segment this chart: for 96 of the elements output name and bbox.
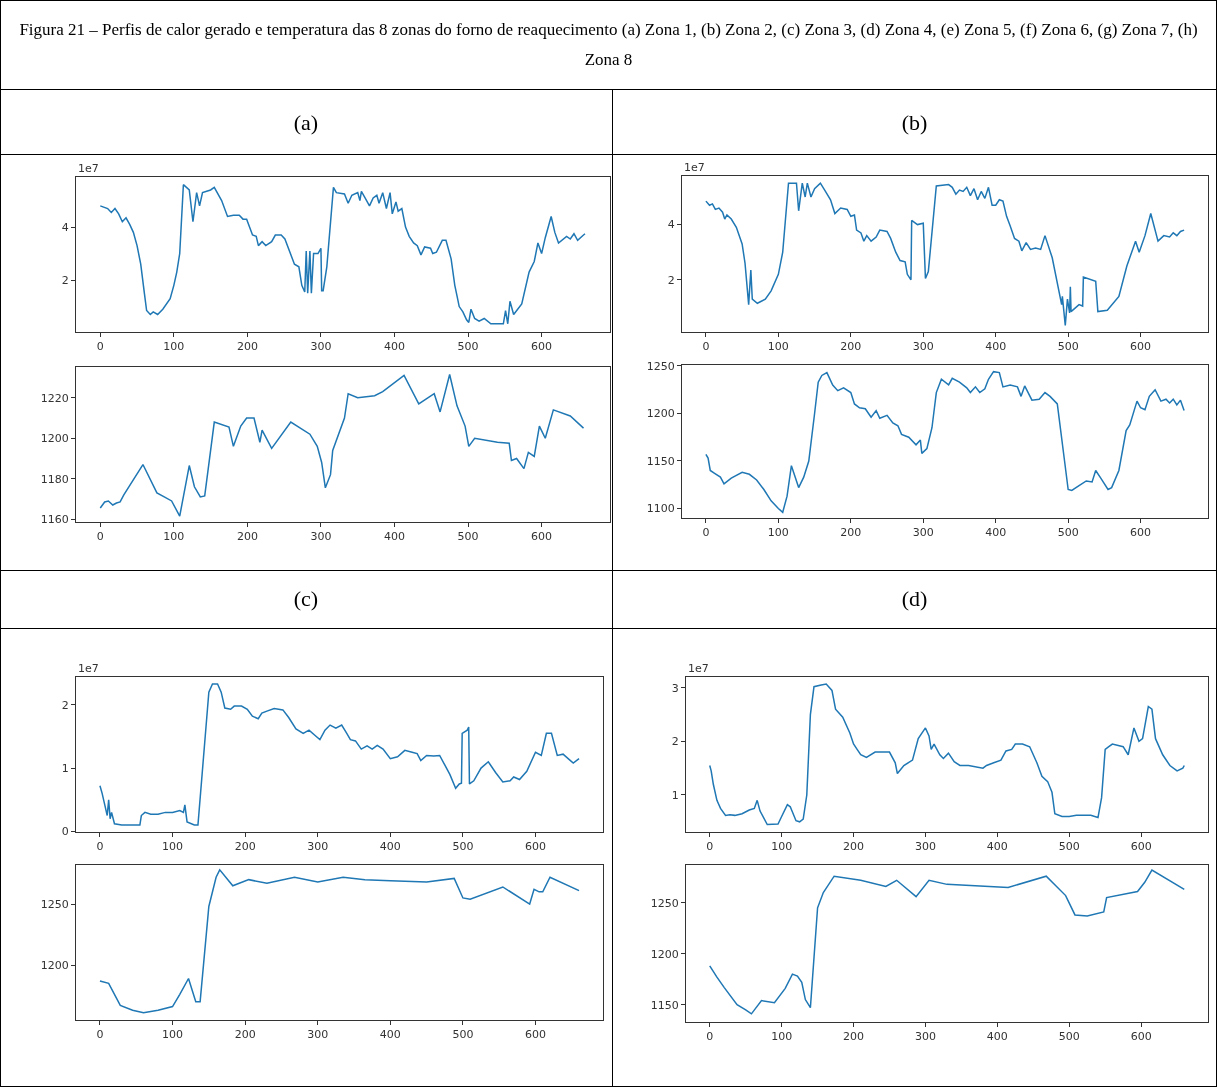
chart-subtitle: (c) bbox=[292, 585, 320, 613]
x-tick-label: 500 bbox=[457, 530, 479, 544]
x-tick-label: 300 bbox=[310, 340, 332, 354]
x-tick-label: 200 bbox=[234, 1028, 256, 1042]
text: 1e7 bbox=[78, 662, 99, 675]
y-tick-label: 1150 bbox=[646, 454, 675, 468]
x-tick-label: 400 bbox=[985, 526, 1007, 540]
x-tick-label: 200 bbox=[843, 840, 865, 854]
x-tick-label: 300 bbox=[914, 840, 936, 854]
x-tick-label: 0 bbox=[96, 1028, 104, 1042]
x-tick-label: 400 bbox=[986, 840, 1008, 854]
x-tick-label: 100 bbox=[162, 840, 184, 854]
y-tick-label: 2 bbox=[61, 698, 69, 712]
x-tick-label: 500 bbox=[1058, 840, 1080, 854]
line-series bbox=[99, 869, 580, 1014]
text: 1e7 bbox=[684, 161, 705, 174]
x-tick-label: 0 bbox=[96, 840, 104, 854]
x-tick-label: 600 bbox=[524, 1028, 546, 1042]
y-tick-label: 1160 bbox=[40, 513, 69, 527]
x-tick-label: 500 bbox=[452, 1028, 474, 1042]
chart-title: Figura 21 – Perfis de calor gerado e temperatura das 8 zonas do forno de reaquecimento (a) Zona 1, (b) Zona 2, (c) Zona 3, (d) Zona 4, (e) Zona 5, (f) Zona 6, (g) Zona 7, (h) Zona 8 bbox=[18, 18, 1199, 71]
x-tick-label: 500 bbox=[1057, 340, 1079, 354]
x-tick-label: 400 bbox=[985, 340, 1007, 354]
x-tick-label: 600 bbox=[531, 340, 553, 354]
y-tick-label: 1220 bbox=[40, 391, 69, 405]
line-series bbox=[99, 683, 580, 826]
x-tick-label: 600 bbox=[1130, 1030, 1152, 1044]
line-series bbox=[705, 370, 1185, 514]
y-tick-label: 0 bbox=[61, 825, 69, 839]
x-tick-label: 200 bbox=[843, 1030, 865, 1044]
x-tick-label: 100 bbox=[162, 1028, 184, 1042]
x-tick-label: 300 bbox=[310, 530, 332, 544]
x-tick-label: 400 bbox=[379, 840, 401, 854]
y-tick-label: 1250 bbox=[650, 896, 679, 910]
chart-subtitle: (a) bbox=[292, 108, 320, 137]
x-tick-label: 200 bbox=[840, 526, 862, 540]
x-tick-label: 300 bbox=[912, 340, 934, 354]
y-tick-label: 3 bbox=[671, 681, 679, 695]
x-tick-label: 100 bbox=[767, 526, 789, 540]
x-tick-label: 600 bbox=[1130, 840, 1152, 854]
y-tick-label: 2 bbox=[667, 273, 675, 287]
x-tick-label: 200 bbox=[840, 340, 862, 354]
x-tick-label: 200 bbox=[234, 840, 256, 854]
chart-subtitle: (d) bbox=[900, 585, 929, 613]
x-tick-label: 500 bbox=[452, 840, 474, 854]
line-series bbox=[708, 683, 1186, 826]
line-series bbox=[705, 182, 1185, 327]
y-tick-label: 1250 bbox=[40, 897, 69, 911]
x-tick-label: 400 bbox=[383, 340, 405, 354]
y-tick-label: 1200 bbox=[40, 958, 69, 972]
line-series bbox=[708, 869, 1186, 1015]
x-tick-label: 0 bbox=[706, 840, 714, 854]
y-tick-label: 1 bbox=[61, 761, 69, 775]
x-tick-label: 300 bbox=[307, 840, 329, 854]
y-tick-label: 4 bbox=[61, 220, 69, 234]
y-tick-label: 1200 bbox=[646, 407, 675, 421]
x-tick-label: 200 bbox=[236, 340, 258, 354]
y-tick-label: 2 bbox=[671, 735, 679, 749]
x-tick-label: 300 bbox=[914, 1030, 936, 1044]
text: 1e7 bbox=[688, 662, 709, 675]
y-tick-label: 1200 bbox=[40, 432, 69, 446]
x-tick-label: 600 bbox=[1130, 340, 1152, 354]
x-tick-label: 100 bbox=[771, 1030, 793, 1044]
x-tick-label: 0 bbox=[702, 340, 710, 354]
y-tick-label: 4 bbox=[667, 218, 675, 232]
y-tick-label: 1180 bbox=[40, 472, 69, 486]
y-tick-label: 2 bbox=[61, 273, 69, 287]
x-tick-label: 600 bbox=[1130, 526, 1152, 540]
x-tick-label: 100 bbox=[767, 340, 789, 354]
x-tick-label: 500 bbox=[457, 340, 479, 354]
x-tick-label: 0 bbox=[96, 530, 104, 544]
x-tick-label: 400 bbox=[379, 1028, 401, 1042]
line-series bbox=[99, 183, 586, 325]
x-tick-label: 0 bbox=[706, 1030, 714, 1044]
x-tick-label: 100 bbox=[771, 840, 793, 854]
x-tick-label: 400 bbox=[986, 1030, 1008, 1044]
x-tick-label: 300 bbox=[912, 526, 934, 540]
x-tick-label: 100 bbox=[163, 340, 185, 354]
y-tick-label: 1100 bbox=[646, 502, 675, 516]
y-tick-label: 1250 bbox=[646, 359, 675, 373]
y-tick-label: 1150 bbox=[650, 998, 679, 1012]
x-tick-label: 300 bbox=[307, 1028, 329, 1042]
line-series bbox=[99, 373, 585, 517]
x-tick-label: 500 bbox=[1057, 526, 1079, 540]
x-tick-label: 200 bbox=[236, 530, 258, 544]
x-tick-label: 500 bbox=[1058, 1030, 1080, 1044]
x-tick-label: 400 bbox=[383, 530, 405, 544]
x-tick-label: 600 bbox=[531, 530, 553, 544]
x-tick-label: 600 bbox=[524, 840, 546, 854]
chart-subtitle: (b) bbox=[900, 108, 929, 137]
y-tick-label: 1200 bbox=[650, 947, 679, 961]
x-tick-label: 100 bbox=[163, 530, 185, 544]
x-tick-label: 0 bbox=[702, 526, 710, 540]
x-tick-label: 0 bbox=[96, 340, 104, 354]
text: 1e7 bbox=[78, 162, 99, 175]
y-tick-label: 1 bbox=[671, 788, 679, 802]
